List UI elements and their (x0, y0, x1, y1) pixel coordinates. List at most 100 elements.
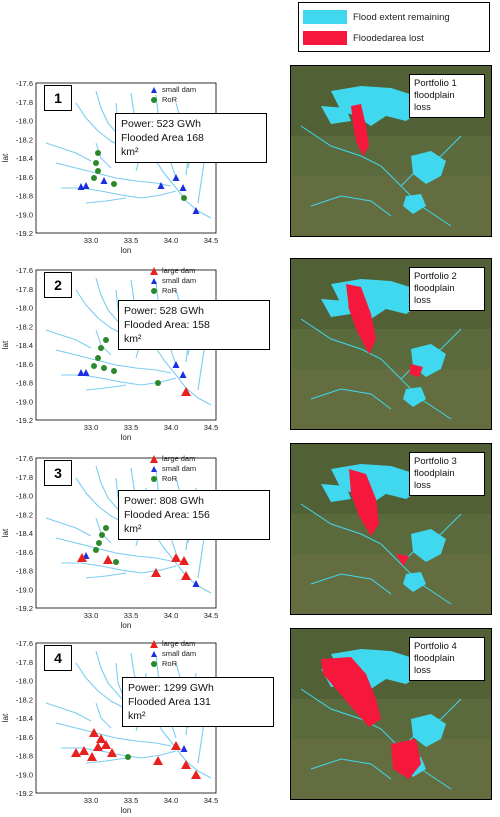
map-legend: small dam RoR (150, 85, 196, 105)
ytick-label: -19.0 (16, 585, 33, 594)
satellite-texture (291, 554, 491, 614)
marker-large-dam (79, 746, 89, 755)
y-axis-label: lat (1, 528, 10, 537)
map-legend-item: small dam (150, 276, 196, 286)
map-legend-label: RoR (162, 659, 178, 668)
power-flooded-info: Power: 523 GWh Flooded Area 168 km² (115, 113, 267, 163)
ytick-label: -19.2 (16, 789, 33, 798)
power-flooded-info: Power: 528 GWh Flooded Area: 158 km² (118, 300, 270, 350)
ytick-label: -18.0 (16, 492, 33, 501)
map-legend-label: large dam (162, 266, 196, 275)
satellite-panel-2: Portfolio 2 floodplain loss (290, 258, 492, 430)
xtick-label: 34.0 (164, 796, 179, 805)
portfolio-panel-1: -17.6 -17.8 -18.0 -18.2 -18.4 -18.6 -18.8 -19.0… (0, 75, 267, 255)
ytick-label: -18.4 (16, 529, 33, 538)
large-dam-icon (150, 267, 158, 275)
satellite-texture (291, 739, 491, 799)
ytick-label: -19.2 (16, 604, 33, 613)
marker-ror (93, 547, 99, 553)
ytick-label: -18.6 (16, 360, 33, 369)
ytick-label: -18.8 (16, 752, 33, 761)
marker-small-dam (82, 182, 90, 189)
portfolio-floodplain-label: Portfolio 1 floodplain loss (409, 74, 485, 118)
portfolio-number: 3 (44, 460, 72, 486)
map-legend: large dam small dam RoR (150, 454, 196, 484)
ytick-label: -17.8 (16, 658, 33, 667)
river-segment (55, 537, 172, 562)
map-legend: large dam small dam RoR (150, 639, 196, 669)
y-axis-label: lat (1, 153, 10, 162)
flood-remaining-area (403, 572, 426, 592)
portfolio-panel-3: -17.6 -17.8 -18.0 -18.2 -18.4 -18.6 -18.8 -19.0… (0, 450, 270, 630)
map-legend-label: small dam (162, 464, 197, 473)
ytick-label: -17.8 (16, 285, 33, 294)
river-segment (95, 702, 112, 729)
marker-ror (99, 532, 105, 538)
xtick-label: 34.5 (204, 423, 219, 432)
flood-remaining-area (331, 649, 421, 689)
marker-large-dam (87, 752, 97, 761)
marker-small-dam (172, 174, 180, 181)
portfolio-panel-2: -17.6 -17.8 -18.0 -18.2 -18.4 -18.6 -18.8 -19.0… (0, 262, 270, 442)
ytick-label: -19.0 (16, 397, 33, 406)
ytick-label: -18.8 (16, 379, 33, 388)
river-segment (61, 562, 177, 574)
xtick-label: 34.5 (204, 236, 219, 245)
flood-lost-area (346, 284, 376, 354)
map-legend-label: small dam (162, 85, 197, 94)
small-dam-icon (151, 87, 157, 93)
x-axis-label: lon (121, 246, 132, 255)
map-legend-item: small dam (150, 649, 196, 659)
map-legend-label: small dam (162, 276, 197, 285)
marker-ror (125, 754, 131, 760)
portfolio-panel-4: -17.6 -17.8 -18.0 -18.2 -18.4 -18.6 -18.8 -19.0… (0, 635, 274, 815)
river-segment (75, 662, 127, 710)
marker-large-dam (181, 387, 191, 396)
map-legend-label: RoR (162, 286, 178, 295)
map-legend-item: large dam (150, 454, 196, 464)
marker-small-dam (179, 184, 187, 191)
ytick-label: -18.6 (16, 548, 33, 557)
marker-small-dam (157, 182, 165, 189)
flood-remaining-area (411, 151, 446, 184)
flood-lost-area (409, 364, 423, 377)
marker-large-dam (171, 741, 181, 750)
large-dam-icon (150, 640, 158, 648)
marker-large-dam (71, 748, 81, 757)
flood-remaining-area (321, 484, 351, 502)
map-legend-label: RoR (162, 474, 178, 483)
swatch-remaining (303, 10, 347, 24)
flood-remaining-area (411, 529, 446, 562)
ytick-label: -18.4 (16, 341, 33, 350)
marker-ror (98, 345, 104, 351)
map-legend-item: small dam (150, 464, 196, 474)
map-legend-item: large dam (150, 266, 196, 276)
x-axis-label: lon (121, 433, 132, 442)
ytick-label: -18.4 (16, 714, 33, 723)
ytick-label: -19.2 (16, 229, 33, 238)
map-legend-item: RoR (150, 286, 196, 296)
small-dam-icon (151, 466, 157, 472)
xtick-label: 34.0 (164, 611, 179, 620)
xtick-label: 33.0 (84, 236, 99, 245)
marker-ror (95, 150, 101, 156)
marker-ror (93, 160, 99, 166)
ytick-label: -19.0 (16, 210, 33, 219)
marker-large-dam (153, 756, 163, 765)
marker-ror (181, 195, 187, 201)
marker-ror (103, 337, 109, 343)
map-legend-item: small dam (150, 85, 196, 95)
flood-remaining-area (321, 106, 351, 124)
ytick-label: -18.2 (16, 135, 33, 144)
ytick-label: -17.8 (16, 473, 33, 482)
marker-small-dam (77, 183, 85, 190)
marker-large-dam (171, 553, 181, 562)
river-segment (45, 702, 92, 722)
marker-small-dam (180, 745, 188, 752)
marker-ror (113, 559, 119, 565)
marker-small-dam (82, 369, 90, 376)
y-axis-label: lat (1, 713, 10, 722)
marker-ror (96, 540, 102, 546)
marker-ror (155, 380, 161, 386)
marker-ror (91, 175, 97, 181)
